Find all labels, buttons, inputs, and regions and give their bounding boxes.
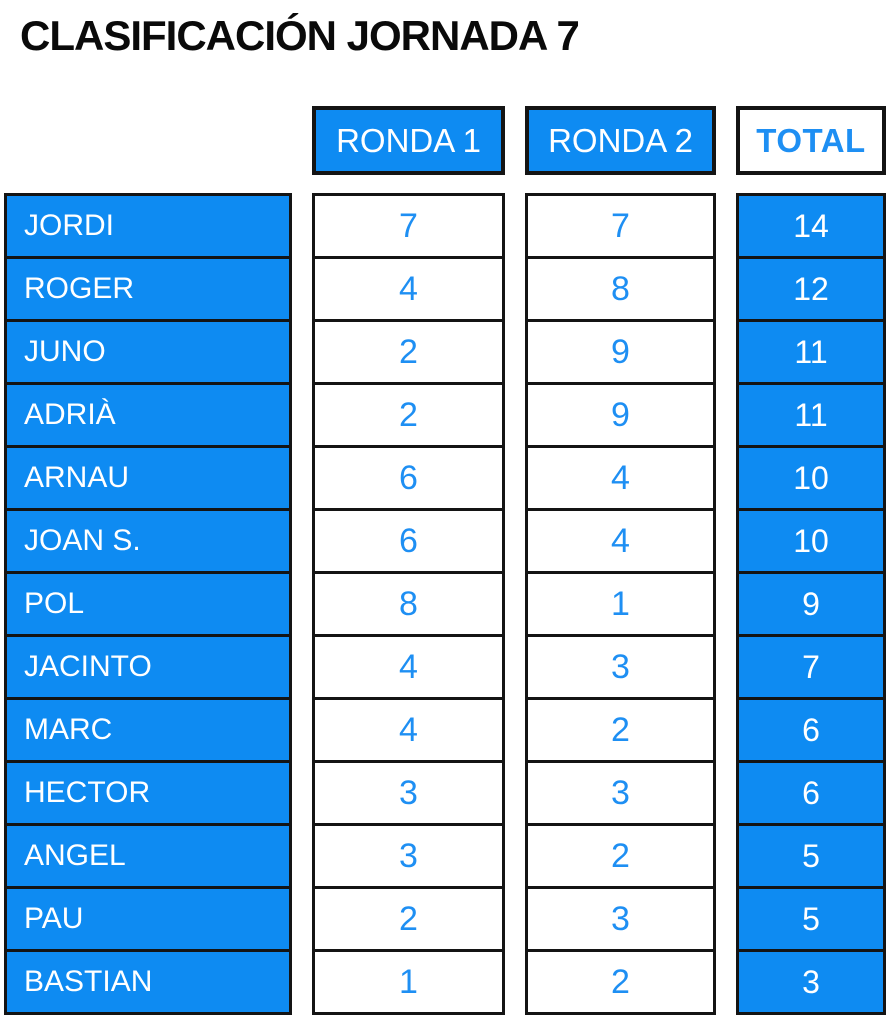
ronda2-value-cell: 9	[525, 319, 716, 386]
ronda1-header: RONDA 1	[312, 106, 505, 176]
ronda1-value-cell: 3	[312, 760, 505, 827]
ronda2-header: RONDA 2	[525, 106, 716, 176]
total-value-cell: 12	[736, 256, 886, 323]
ronda1-value-cell: 3	[312, 823, 505, 890]
total-value-cell: 6	[736, 760, 886, 827]
ronda1-value-cell: 6	[312, 445, 505, 512]
players-column: JORDI ROGER JUNO ADRIÀ ARNAU JOAN S. POL JACINT…	[4, 106, 292, 1016]
ronda2-value-cell: 3	[525, 760, 716, 827]
ronda2-value-cell: 8	[525, 256, 716, 323]
ronda1-value-cell: 2	[312, 319, 505, 386]
player-name-cell: JOAN S.	[4, 508, 292, 575]
total-value-cell: 7	[736, 634, 886, 701]
ronda2-value-cell: 1	[525, 571, 716, 638]
player-name-cell: ANGEL	[4, 823, 292, 890]
total-value-cell: 5	[736, 886, 886, 953]
ronda2-value-cell: 3	[525, 886, 716, 953]
standings-table: JORDI ROGER JUNO ADRIÀ ARNAU JOAN S. POL JACINT…	[0, 106, 888, 1016]
player-name-cell: JORDI	[4, 193, 292, 260]
ronda1-value-cell: 4	[312, 256, 505, 323]
total-value-cell: 9	[736, 571, 886, 638]
player-name-cell: HECTOR	[4, 760, 292, 827]
player-name-cell: PAU	[4, 886, 292, 953]
ronda1-value-cell: 7	[312, 193, 505, 260]
total-column: TOTAL 14 12 11 11 10 10 9 7 6 6 5 5 3	[736, 106, 886, 1016]
ronda2-value-cell: 9	[525, 382, 716, 449]
ronda1-value-cell: 4	[312, 697, 505, 764]
header-spacer	[4, 106, 292, 193]
ronda1-value-cell: 2	[312, 382, 505, 449]
ronda2-value-cell: 7	[525, 193, 716, 260]
total-value-cell: 11	[736, 319, 886, 386]
page-title: CLASIFICACIÓN JORNADA 7	[20, 12, 580, 59]
total-value-cell: 11	[736, 382, 886, 449]
ronda1-value-cell: 4	[312, 634, 505, 701]
total-value-cell: 10	[736, 445, 886, 512]
player-name-cell: ADRIÀ	[4, 382, 292, 449]
ronda1-value-cell: 6	[312, 508, 505, 575]
ronda2-value-cell: 2	[525, 823, 716, 890]
total-value-cell: 3	[736, 949, 886, 1016]
player-name-cell: JUNO	[4, 319, 292, 386]
total-value-cell: 10	[736, 508, 886, 575]
ronda1-value-cell: 2	[312, 886, 505, 953]
total-value-cell: 6	[736, 697, 886, 764]
player-name-cell: POL	[4, 571, 292, 638]
player-name-cell: ARNAU	[4, 445, 292, 512]
player-name-cell: BASTIAN	[4, 949, 292, 1016]
ronda1-value-cell: 8	[312, 571, 505, 638]
player-name-cell: MARC	[4, 697, 292, 764]
ronda2-value-cell: 2	[525, 697, 716, 764]
ronda2-value-cell: 2	[525, 949, 716, 1016]
ronda1-value-cell: 1	[312, 949, 505, 1016]
total-value-cell: 5	[736, 823, 886, 890]
total-header: TOTAL	[736, 106, 886, 176]
player-name-cell: ROGER	[4, 256, 292, 323]
ronda2-value-cell: 3	[525, 634, 716, 701]
total-value-cell: 14	[736, 193, 886, 260]
ronda2-value-cell: 4	[525, 445, 716, 512]
ronda2-value-cell: 4	[525, 508, 716, 575]
player-name-cell: JACINTO	[4, 634, 292, 701]
